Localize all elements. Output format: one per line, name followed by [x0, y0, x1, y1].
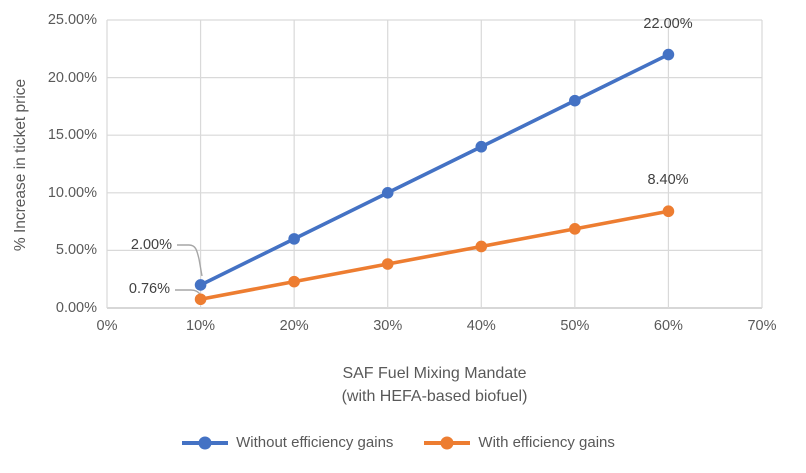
y-axis-title: % Increase in ticket price — [12, 78, 29, 252]
x-tick-label: 50% — [560, 318, 590, 334]
series-1-marker — [475, 240, 488, 253]
series-line-0 — [198, 52, 671, 287]
y-tick-label: 0.00% — [55, 300, 97, 316]
x-axis-title-line1: SAF Fuel Mixing Mandate — [342, 365, 527, 382]
data-label-last-point-blue: 22.00% — [643, 16, 693, 32]
x-tick-label: 20% — [279, 318, 309, 334]
y-tick-label: 10.00% — [47, 184, 97, 201]
y-tick-label: 15.00% — [47, 127, 97, 144]
x-tick-label: 30% — [373, 318, 403, 334]
data-label-first-point-orange: 0.76% — [128, 281, 170, 297]
x-tick-label: 60% — [653, 318, 683, 334]
series-1-marker — [662, 205, 675, 218]
series-0-marker — [194, 279, 207, 291]
legend-item-1: With efficiency gains — [423, 433, 615, 453]
data-label-first-point-blue: 2.00% — [130, 237, 172, 253]
x-tick-label: 70% — [747, 318, 777, 334]
legend-label: Without efficiency gains — [236, 434, 394, 451]
x-axis-title-line2: (with HEFA-based biofuel) — [341, 388, 528, 405]
x-tick-label: 10% — [186, 318, 216, 334]
y-tick-label: 25.00% — [47, 12, 97, 28]
series-1-marker — [381, 258, 394, 270]
legend-item-0: Without efficiency gains — [181, 433, 393, 453]
leader-line-blue-callout — [177, 244, 203, 277]
series-0-marker — [662, 48, 675, 61]
series-1-marker — [288, 275, 300, 288]
x-tick-label: 40% — [466, 318, 496, 334]
legend-label: With efficiency gains — [478, 434, 615, 451]
legend-marker-icon — [182, 436, 229, 450]
y-tick-label: 5.00% — [55, 242, 97, 259]
series-0-marker — [569, 94, 581, 107]
series-1-marker — [569, 223, 581, 235]
chart-legend: Without efficiency gains With efficiency … — [0, 433, 796, 453]
legend-marker-icon — [424, 436, 471, 450]
series-0-marker — [288, 233, 300, 245]
data-label-last-point-orange: 8.40% — [647, 172, 689, 188]
series-1-marker — [194, 293, 207, 306]
y-tick-label: 20.00% — [47, 69, 97, 86]
series-line-1 — [198, 209, 671, 302]
series-0-marker — [381, 187, 394, 199]
x-tick-label: 0% — [96, 318, 118, 334]
series-0-marker — [475, 140, 488, 153]
